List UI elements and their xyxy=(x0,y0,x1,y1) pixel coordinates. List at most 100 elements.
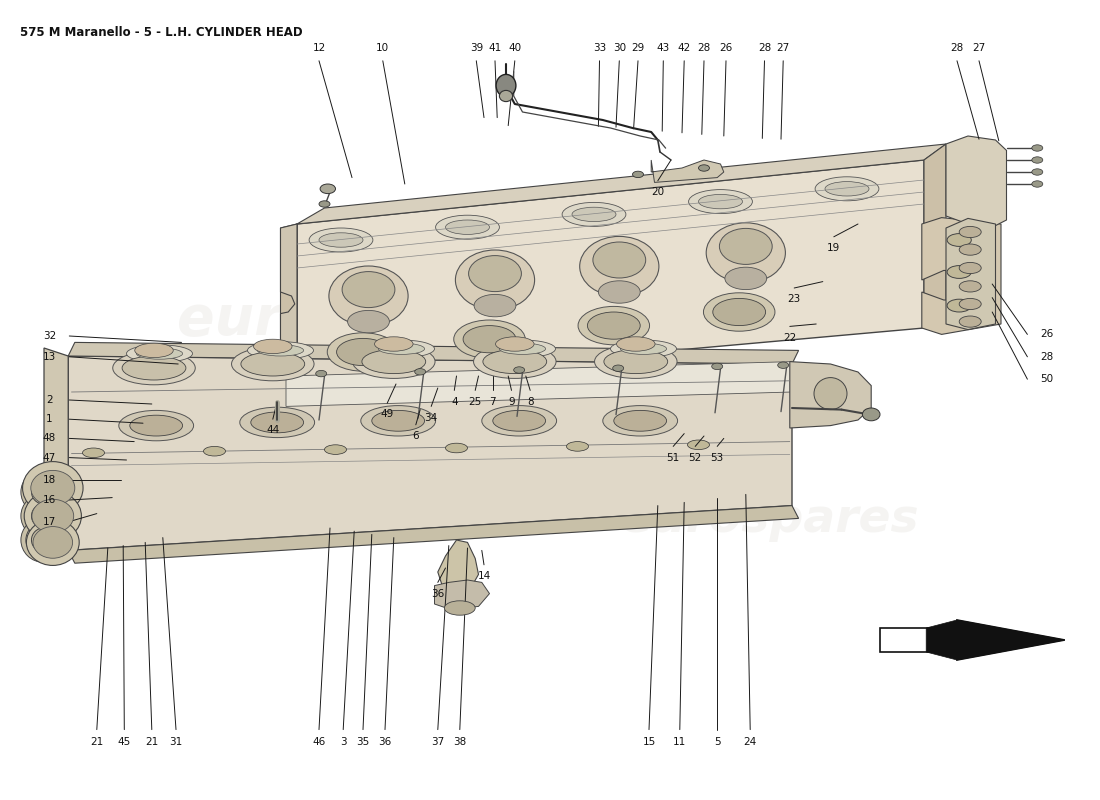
Text: 52: 52 xyxy=(689,453,702,462)
Text: 39: 39 xyxy=(470,43,483,53)
Polygon shape xyxy=(434,580,490,610)
Polygon shape xyxy=(44,348,68,560)
Ellipse shape xyxy=(231,347,315,381)
Text: 7: 7 xyxy=(490,397,496,406)
Polygon shape xyxy=(880,620,1065,660)
Polygon shape xyxy=(924,144,946,328)
Ellipse shape xyxy=(25,474,63,510)
Ellipse shape xyxy=(580,237,659,296)
Text: 36: 36 xyxy=(378,738,392,747)
Ellipse shape xyxy=(348,310,389,333)
Ellipse shape xyxy=(689,190,752,214)
Ellipse shape xyxy=(309,228,373,252)
Ellipse shape xyxy=(594,345,676,378)
Ellipse shape xyxy=(126,345,192,362)
Text: 27: 27 xyxy=(777,43,790,53)
Ellipse shape xyxy=(328,333,398,371)
Text: 41: 41 xyxy=(488,43,502,53)
Polygon shape xyxy=(280,224,297,388)
Text: 14: 14 xyxy=(477,571,491,581)
Ellipse shape xyxy=(446,220,490,234)
Ellipse shape xyxy=(598,281,640,303)
Ellipse shape xyxy=(572,207,616,222)
Ellipse shape xyxy=(21,494,67,538)
Ellipse shape xyxy=(562,202,626,226)
Text: 15: 15 xyxy=(642,738,656,747)
Text: 29: 29 xyxy=(631,43,645,53)
Text: 3: 3 xyxy=(340,738,346,747)
Text: 11: 11 xyxy=(673,738,686,747)
Ellipse shape xyxy=(251,412,304,433)
Ellipse shape xyxy=(469,256,521,292)
Text: 575 M Maranello - 5 - L.H. CYLINDER HEAD: 575 M Maranello - 5 - L.H. CYLINDER HEAD xyxy=(20,26,302,39)
Ellipse shape xyxy=(374,337,414,351)
Ellipse shape xyxy=(248,342,314,359)
Ellipse shape xyxy=(620,343,667,354)
Ellipse shape xyxy=(499,90,513,102)
Ellipse shape xyxy=(320,184,336,194)
Text: 21: 21 xyxy=(90,738,103,747)
Text: 47: 47 xyxy=(43,453,56,462)
Text: 28: 28 xyxy=(1041,352,1054,362)
Text: 2: 2 xyxy=(46,395,53,405)
Polygon shape xyxy=(926,620,1065,660)
Ellipse shape xyxy=(32,528,56,552)
Ellipse shape xyxy=(698,165,710,171)
Ellipse shape xyxy=(324,445,346,454)
Ellipse shape xyxy=(579,306,649,345)
Ellipse shape xyxy=(959,281,981,292)
Ellipse shape xyxy=(113,351,196,385)
Ellipse shape xyxy=(688,440,710,450)
Polygon shape xyxy=(790,362,871,428)
Ellipse shape xyxy=(455,250,535,310)
Ellipse shape xyxy=(825,182,869,196)
Ellipse shape xyxy=(378,343,425,354)
Ellipse shape xyxy=(257,345,304,356)
Text: 37: 37 xyxy=(431,738,444,747)
Text: 31: 31 xyxy=(169,738,183,747)
Ellipse shape xyxy=(253,339,293,354)
Polygon shape xyxy=(922,218,1001,334)
Text: 34: 34 xyxy=(425,413,438,422)
Ellipse shape xyxy=(32,499,74,533)
Ellipse shape xyxy=(706,222,785,282)
Ellipse shape xyxy=(1032,169,1043,175)
Ellipse shape xyxy=(616,337,654,351)
Ellipse shape xyxy=(604,350,668,374)
Text: 17: 17 xyxy=(43,517,56,526)
Ellipse shape xyxy=(436,215,499,239)
Ellipse shape xyxy=(959,244,981,255)
Text: 50: 50 xyxy=(1041,374,1054,384)
Ellipse shape xyxy=(337,338,389,366)
Text: 26: 26 xyxy=(1041,330,1054,339)
Text: 42: 42 xyxy=(678,43,691,53)
Text: 46: 46 xyxy=(312,738,326,747)
Ellipse shape xyxy=(1032,181,1043,187)
Ellipse shape xyxy=(31,470,75,506)
Polygon shape xyxy=(68,506,799,563)
Ellipse shape xyxy=(119,410,194,441)
Ellipse shape xyxy=(496,74,516,97)
Text: 18: 18 xyxy=(43,475,56,485)
Ellipse shape xyxy=(483,350,547,374)
Ellipse shape xyxy=(474,294,516,317)
Ellipse shape xyxy=(725,267,767,290)
Polygon shape xyxy=(946,136,1006,226)
Text: 43: 43 xyxy=(657,43,670,53)
Text: 24: 24 xyxy=(744,738,757,747)
Ellipse shape xyxy=(21,518,67,562)
Ellipse shape xyxy=(632,171,644,178)
Ellipse shape xyxy=(704,293,774,331)
Ellipse shape xyxy=(1032,145,1043,151)
Ellipse shape xyxy=(25,498,63,534)
Text: 13: 13 xyxy=(43,352,56,362)
Ellipse shape xyxy=(482,406,557,436)
Ellipse shape xyxy=(130,415,183,436)
Ellipse shape xyxy=(204,446,226,456)
Text: 16: 16 xyxy=(43,495,56,505)
Text: 32: 32 xyxy=(43,331,56,341)
Text: 10: 10 xyxy=(376,43,389,53)
Text: 33: 33 xyxy=(593,43,606,53)
Polygon shape xyxy=(280,224,297,388)
Ellipse shape xyxy=(587,312,640,339)
